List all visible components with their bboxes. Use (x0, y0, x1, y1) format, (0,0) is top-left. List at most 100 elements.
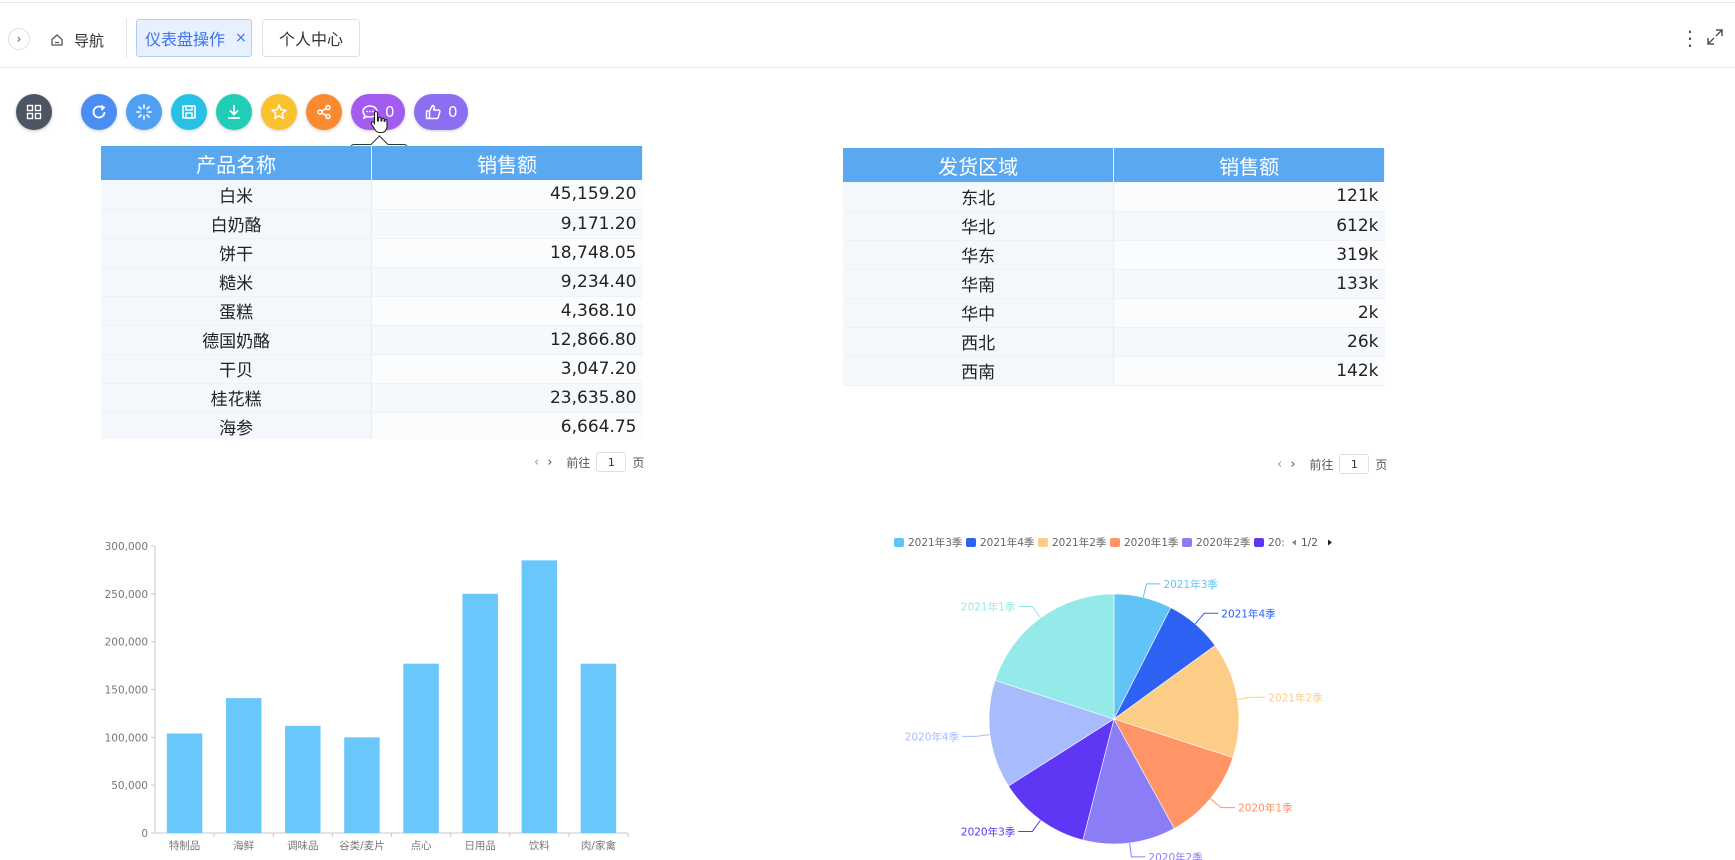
table-row: 西南 142k (843, 356, 1385, 386)
table-cell: 德国奶酪 (101, 325, 373, 355)
column-header[interactable]: 产品名称 (101, 146, 373, 180)
table-cell: 121k (1113, 182, 1385, 212)
table-cell: 华南 (843, 269, 1115, 299)
hand-pointer-cursor (370, 110, 388, 134)
product-sales-table-wrapper: 产品名称 销售额 白米 45,159.20 白奶酪 9,171.20 饼干 18,74… (101, 146, 643, 439)
bar (285, 725, 321, 833)
table-cell: 18,748.05 (371, 238, 643, 268)
legend-item: 2021年3季 (908, 536, 963, 549)
y-tick-label: 200,000 (105, 637, 148, 649)
tab-bar: › 导航 仪表盘操作 × 个人中心 ⋮ (0, 4, 1735, 68)
table-row: 华南 133k (843, 269, 1385, 299)
tab-dashboard-ops[interactable]: 仪表盘操作 × (136, 19, 252, 57)
column-header[interactable]: 销售额 (1113, 148, 1385, 182)
legend-swatch (1110, 538, 1120, 547)
bar (166, 733, 203, 833)
x-tick-label: 点心 (411, 840, 432, 852)
page-input[interactable]: 1 (596, 452, 627, 472)
column-header[interactable]: 销售额 (371, 146, 643, 180)
loading-button[interactable] (126, 94, 162, 130)
table-cell: 9,234.40 (371, 267, 643, 297)
table2-pagination: ‹ › 前往 1 页 (1277, 454, 1387, 474)
next-page-icon[interactable]: › (1290, 456, 1296, 472)
pager-suffix: 页 (632, 455, 645, 470)
pie-label-line (1209, 798, 1236, 809)
table-header-row: 产品名称 销售额 (101, 146, 643, 180)
share-button[interactable] (306, 94, 342, 130)
pie-label-line (1018, 606, 1041, 619)
table-row: 干贝 3,047.20 (101, 354, 643, 384)
download-button[interactable] (216, 94, 252, 130)
comment-button[interactable]: 0 (351, 94, 405, 130)
table-cell: 海参 (101, 412, 373, 439)
pie-slice (988, 679, 1115, 787)
like-button[interactable]: 0 (414, 94, 468, 130)
grid-menu-button[interactable] (16, 94, 52, 130)
y-tick-label: 0 (141, 828, 148, 840)
tab-label: 仪表盘操作 (145, 30, 226, 49)
column-header[interactable]: 发货区域 (843, 148, 1115, 182)
home-icon (51, 34, 63, 46)
grid-icon (26, 104, 42, 120)
pager-suffix: 页 (1375, 457, 1388, 472)
favorite-button[interactable] (261, 94, 297, 130)
legend-swatch (894, 538, 904, 547)
page-input[interactable]: 1 (1339, 454, 1370, 474)
table-cell: 西南 (843, 356, 1115, 386)
pie-label-line (962, 734, 991, 737)
table-cell: 蛋糕 (101, 296, 373, 326)
bar (403, 663, 439, 833)
bar (225, 698, 262, 833)
table-cell: 4,368.10 (371, 296, 643, 326)
next-page-icon[interactable]: › (547, 454, 553, 470)
nav-home-link[interactable]: 导航 (50, 28, 104, 52)
table1-pagination: ‹ › 前往 1 页 (534, 452, 644, 472)
y-tick-label: 50,000 (111, 780, 148, 792)
table-cell: 东北 (843, 182, 1115, 212)
x-tick-label: 日用品 (464, 840, 496, 852)
legend-swatch (1254, 538, 1264, 547)
bar (580, 663, 617, 833)
table-row: 蛋糕 4,368.10 (101, 296, 643, 326)
table-cell: 12,866.80 (371, 325, 643, 355)
save-button[interactable] (171, 94, 207, 130)
table-cell: 华东 (843, 240, 1115, 270)
table-cell: 142k (1113, 356, 1385, 386)
star-icon (271, 104, 287, 120)
legend-prev-icon (1292, 539, 1296, 546)
table-row: 华东 319k (843, 240, 1385, 270)
table-row: 饼干 18,748.05 (101, 238, 643, 268)
table-header-row: 发货区域 销售额 (843, 148, 1385, 182)
product-sales-table: 产品名称 销售额 白米 45,159.20 白奶酪 9,171.20 饼干 18,74… (101, 146, 643, 439)
y-tick-label: 100,000 (105, 732, 148, 744)
tab-divider (126, 18, 127, 58)
legend-swatch (966, 538, 976, 547)
table-cell: 23,635.80 (371, 383, 643, 413)
close-icon[interactable]: × (235, 30, 247, 46)
pie-slice (1008, 718, 1115, 841)
x-tick-label: 海鲜 (233, 839, 254, 852)
table-row: 德国奶酪 12,866.80 (101, 325, 643, 355)
more-vertical-icon[interactable]: ⋮ (1680, 26, 1700, 50)
tab-personal-center[interactable]: 个人中心 (262, 19, 360, 57)
table-cell: 319k (1113, 240, 1385, 270)
refresh-button[interactable] (81, 94, 117, 130)
prev-page-icon[interactable]: ‹ (1277, 456, 1283, 472)
prev-page-icon[interactable]: ‹ (534, 454, 540, 470)
pie-label: 2020年3季 (961, 825, 1016, 838)
table-row: 桂花糕 23,635.80 (101, 383, 643, 413)
table-cell: 糙米 (101, 267, 373, 297)
table-row: 华中 2k (843, 298, 1385, 328)
table-cell: 612k (1113, 211, 1385, 241)
fullscreen-icon[interactable] (1706, 28, 1724, 46)
table-cell: 2k (1113, 298, 1385, 328)
x-tick-label: 肉/家禽 (581, 839, 617, 852)
legend-page: 1/2 (1301, 537, 1318, 549)
table-cell: 桂花糕 (101, 383, 373, 413)
chevron-right-icon: › (16, 32, 22, 46)
pie-label-line (1194, 612, 1219, 625)
collapse-sidebar-button[interactable]: › (8, 28, 30, 50)
pie-label: 2020年2季 (1148, 851, 1203, 860)
like-count: 0 (448, 103, 458, 121)
table-cell: 干贝 (101, 354, 373, 384)
